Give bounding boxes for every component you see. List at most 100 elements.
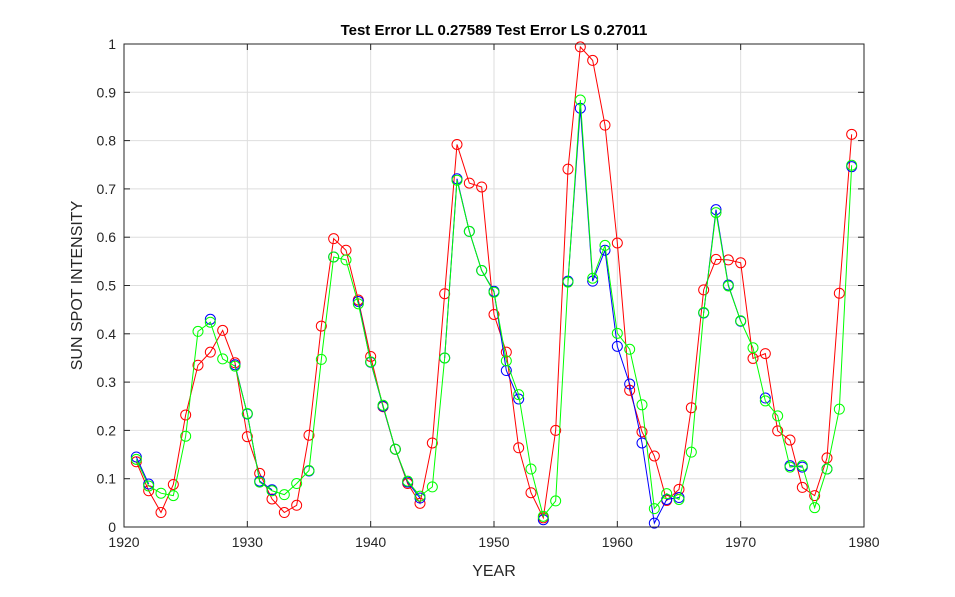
series-2-marker xyxy=(389,443,401,455)
series-0-marker xyxy=(562,163,574,175)
series-2-marker xyxy=(809,502,821,514)
y-tick-label: 0.8 xyxy=(97,133,117,149)
series-2-marker xyxy=(266,485,278,497)
series-2-marker xyxy=(550,495,562,507)
series-2-marker xyxy=(143,480,155,492)
series-2-marker xyxy=(130,453,142,465)
series-0-marker xyxy=(685,402,697,414)
series-0-marker xyxy=(488,308,500,320)
series-2-marker xyxy=(278,489,290,501)
series-2-marker xyxy=(315,353,327,365)
series-2-marker xyxy=(229,360,241,372)
y-tick-label: 0 xyxy=(108,519,116,535)
series-2-marker xyxy=(241,407,253,419)
series-0-marker xyxy=(710,253,722,265)
series-1-marker xyxy=(611,340,623,352)
series-2-marker xyxy=(685,446,697,458)
series-2-marker xyxy=(772,410,784,422)
series-2-marker xyxy=(661,488,673,500)
series-1-marker xyxy=(130,451,142,463)
series-0-marker xyxy=(414,497,426,509)
y-tick-label: 0.9 xyxy=(97,84,117,100)
y-tick-label: 0.3 xyxy=(97,374,117,390)
x-tick-label: 1980 xyxy=(848,534,879,550)
y-tick-label: 0.2 xyxy=(97,422,117,438)
series-0-marker xyxy=(451,138,463,150)
x-tick-label: 1950 xyxy=(478,534,509,550)
series-2-marker xyxy=(599,239,611,251)
series-2-marker xyxy=(698,307,710,319)
series-2 xyxy=(130,94,858,522)
series-2-marker xyxy=(155,487,167,499)
x-tick-label: 1920 xyxy=(108,534,139,550)
series-2-marker xyxy=(747,342,759,354)
y-axis-label: SUN SPOT INTENSITY xyxy=(69,200,86,370)
series-2-marker xyxy=(759,395,771,407)
series-0-marker xyxy=(735,257,747,269)
series-0-marker xyxy=(809,490,821,502)
series-0-marker xyxy=(204,346,216,358)
series-2-marker xyxy=(180,430,192,442)
series-2-marker xyxy=(500,355,512,367)
series-0-marker xyxy=(328,233,340,245)
series-2-marker xyxy=(833,403,845,415)
axis-ticks: 1920 1930 1940 1950 1960 1970 1980 0 0.1 0.2 0.3 0.… xyxy=(97,36,880,550)
series-0-marker xyxy=(241,431,253,443)
series-2-marker xyxy=(352,298,364,310)
chart-title: Test Error LL 0.27589 Test Error LS 0.27… xyxy=(341,22,648,39)
series-2-marker xyxy=(204,316,216,328)
series-0-marker xyxy=(439,288,451,300)
series-layer xyxy=(130,41,858,529)
series-2-marker xyxy=(735,315,747,327)
x-tick-label: 1960 xyxy=(602,534,633,550)
series-2-marker xyxy=(217,353,229,365)
series-2-marker xyxy=(365,356,377,368)
series-2-marker xyxy=(587,272,599,284)
series-0-marker xyxy=(500,346,512,358)
series-0-marker xyxy=(315,320,327,332)
series-2-marker xyxy=(414,490,426,502)
y-tick-label: 0.6 xyxy=(97,229,117,245)
y-tick-label: 0.4 xyxy=(97,326,117,342)
series-0-marker xyxy=(180,409,192,421)
series-1-marker xyxy=(599,244,611,256)
series-2-line xyxy=(135,99,853,518)
series-0-marker xyxy=(784,434,796,446)
series-0-marker xyxy=(167,478,179,490)
series-2-marker xyxy=(402,475,414,487)
series-0-marker xyxy=(303,429,315,441)
series-2-marker xyxy=(722,280,734,292)
series-0-marker xyxy=(525,487,537,499)
series-1-marker xyxy=(624,378,636,390)
series-2-marker xyxy=(537,510,549,522)
series-0-marker xyxy=(722,254,734,266)
x-tick-label: 1940 xyxy=(355,534,386,550)
series-2-marker xyxy=(636,399,648,411)
x-axis-label: YEAR xyxy=(472,563,516,580)
y-tick-label: 1 xyxy=(108,36,116,52)
series-2-marker xyxy=(525,463,537,475)
series-2-marker xyxy=(673,493,685,505)
series-0-marker xyxy=(772,425,784,437)
series-2-marker xyxy=(476,265,488,277)
series-1-marker xyxy=(204,313,216,325)
series-0-marker xyxy=(426,437,438,449)
series-2-marker xyxy=(574,94,586,106)
series-2-marker xyxy=(710,207,722,219)
series-0-marker xyxy=(192,359,204,371)
series-1-marker xyxy=(352,295,364,307)
series-2-marker xyxy=(192,325,204,337)
series-0-marker xyxy=(648,450,660,462)
series-0-marker xyxy=(278,507,290,519)
series-0-marker xyxy=(476,181,488,193)
series-2-marker xyxy=(254,476,266,488)
series-2-marker xyxy=(846,159,858,171)
x-tick-label: 1930 xyxy=(232,534,263,550)
series-0-marker xyxy=(636,426,648,438)
series-0-marker xyxy=(759,348,771,360)
series-0-marker xyxy=(155,507,167,519)
series-2-marker xyxy=(340,254,352,266)
series-0-marker xyxy=(846,128,858,140)
